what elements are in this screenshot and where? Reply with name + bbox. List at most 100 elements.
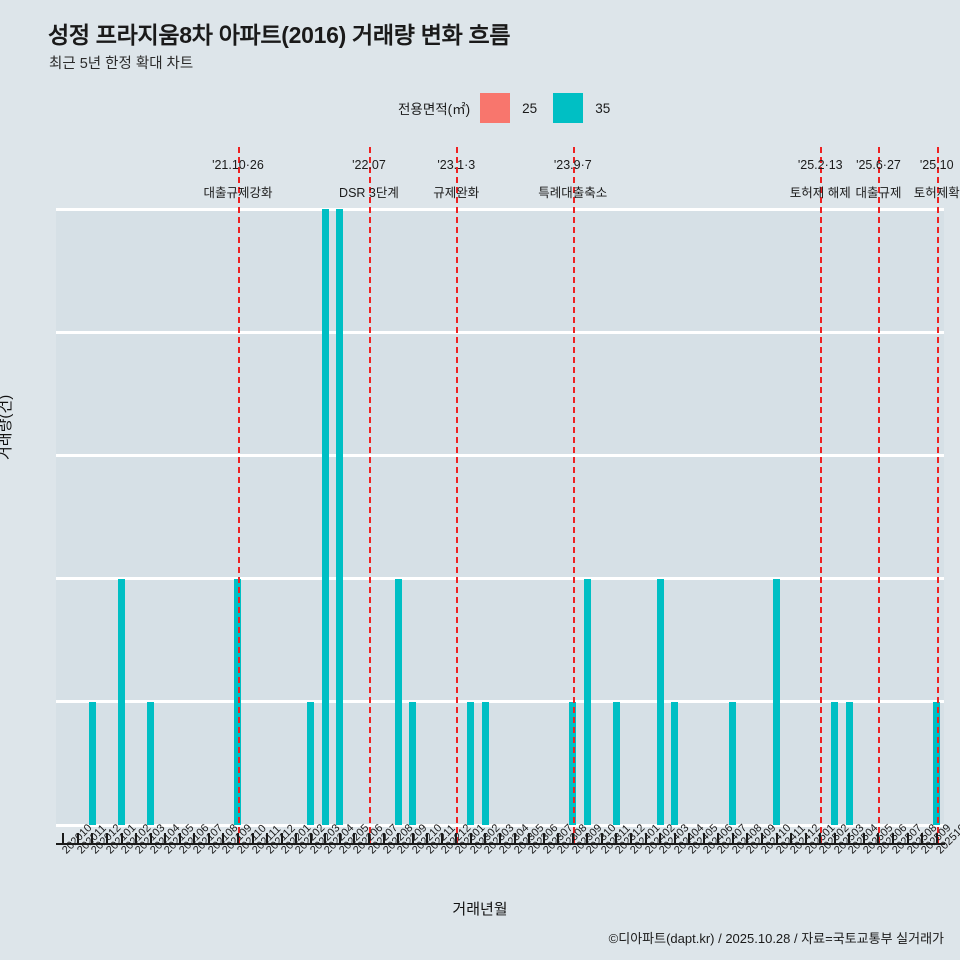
x-tick — [397, 833, 400, 844]
x-axis-line — [56, 843, 945, 845]
event-desc-label: 토허제확 — [913, 186, 960, 200]
x-tick — [600, 833, 603, 844]
x-tick — [149, 833, 152, 844]
x-tick — [702, 833, 705, 844]
x-tick — [528, 833, 531, 844]
bar[interactable] — [307, 701, 315, 825]
bar[interactable] — [845, 701, 853, 825]
x-tick — [804, 833, 807, 844]
event-marker-line — [456, 147, 459, 843]
x-axis-title: 거래년월 — [452, 901, 508, 918]
x-tick — [236, 833, 239, 844]
x-tick — [906, 833, 909, 844]
x-tick — [557, 833, 560, 844]
legend-item-25[interactable]: 25 — [480, 93, 553, 123]
x-tick — [367, 833, 370, 844]
event-marker-line — [368, 147, 371, 843]
y-axis-title: 거래량(건) — [0, 394, 14, 460]
x-tick — [120, 833, 123, 844]
x-tick — [338, 833, 341, 844]
event-date-label: '21.10·26 — [212, 158, 264, 172]
x-tick — [295, 833, 298, 844]
event-desc-label: 특례대출축소 — [538, 186, 608, 200]
legend-swatch-35 — [553, 93, 584, 123]
gridline — [56, 577, 944, 581]
bar[interactable] — [656, 578, 664, 825]
event-desc-label: DSR 3단계 — [339, 186, 399, 200]
event-marker-line — [237, 147, 240, 843]
x-tick — [731, 833, 734, 844]
event-date-label: '25.6·27 — [856, 158, 901, 172]
x-tick — [542, 833, 545, 844]
x-tick — [877, 833, 880, 844]
x-tick — [222, 833, 225, 844]
bar[interactable] — [773, 578, 781, 825]
x-tick — [382, 833, 385, 844]
x-tick — [266, 833, 269, 844]
x-tick — [105, 833, 108, 844]
event-desc-label: 토허제 해제 — [789, 186, 851, 200]
x-tick — [746, 833, 749, 844]
gridline — [56, 823, 944, 827]
x-tick — [469, 833, 472, 844]
x-tick — [499, 833, 501, 844]
x-tick — [193, 833, 196, 844]
bar[interactable] — [481, 701, 489, 825]
x-tick — [280, 833, 283, 844]
x-tick — [833, 833, 836, 844]
x-tick — [251, 833, 254, 844]
legend-item-35[interactable]: 35 — [553, 93, 626, 123]
x-tick — [775, 833, 778, 844]
bar[interactable] — [336, 209, 344, 825]
footer-credit: ©디아파트(dapt.kr) / 2025.10.28 / 자료=국토교통부 실… — [608, 931, 944, 946]
x-tick — [309, 833, 312, 844]
x-tick — [717, 833, 720, 844]
x-tick — [848, 833, 851, 844]
x-tick — [484, 833, 487, 844]
bar[interactable] — [612, 701, 620, 825]
bar[interactable] — [583, 578, 591, 825]
x-tick — [644, 833, 647, 844]
x-tick — [513, 833, 516, 844]
legend-swatch-25 — [480, 93, 511, 123]
x-tick — [659, 833, 662, 844]
bar[interactable] — [394, 578, 402, 825]
x-tick — [324, 833, 327, 844]
bar[interactable] — [467, 701, 475, 825]
bar[interactable] — [729, 701, 737, 825]
event-date-label: '23.1·3 — [437, 158, 476, 172]
x-tick — [862, 833, 865, 844]
x-tick — [207, 833, 210, 844]
bar[interactable] — [118, 578, 125, 825]
event-desc-label: 대출규제강화 — [203, 186, 273, 200]
x-tick — [921, 833, 924, 844]
event-marker-line — [572, 147, 575, 843]
page-subtitle: 최근 5년 한정 확대 차트 — [49, 56, 194, 72]
x-tick — [630, 833, 633, 844]
event-date-label: '23.9·7 — [553, 158, 592, 172]
bar[interactable] — [147, 701, 155, 825]
event-marker-line — [936, 147, 939, 843]
x-tick — [353, 833, 356, 844]
event-date-label: '25.2·13 — [797, 158, 843, 172]
x-tick — [688, 833, 691, 844]
bar[interactable] — [831, 701, 839, 825]
bar[interactable] — [671, 701, 679, 825]
gridline — [56, 207, 944, 211]
bar[interactable] — [88, 701, 96, 825]
event-marker-line — [820, 147, 823, 843]
x-tick — [91, 833, 94, 844]
bar[interactable] — [409, 701, 417, 825]
x-tick — [819, 833, 822, 844]
x-tick — [673, 833, 676, 844]
legend-title: 전용면적(㎡) — [398, 102, 471, 117]
legend-label-35: 35 — [595, 100, 611, 116]
x-tick — [440, 833, 443, 844]
x-tick — [586, 833, 589, 844]
bar[interactable] — [321, 209, 329, 825]
x-tick — [455, 833, 458, 844]
x-tick — [135, 833, 138, 844]
x-tick — [426, 833, 429, 844]
x-tick — [164, 833, 167, 844]
